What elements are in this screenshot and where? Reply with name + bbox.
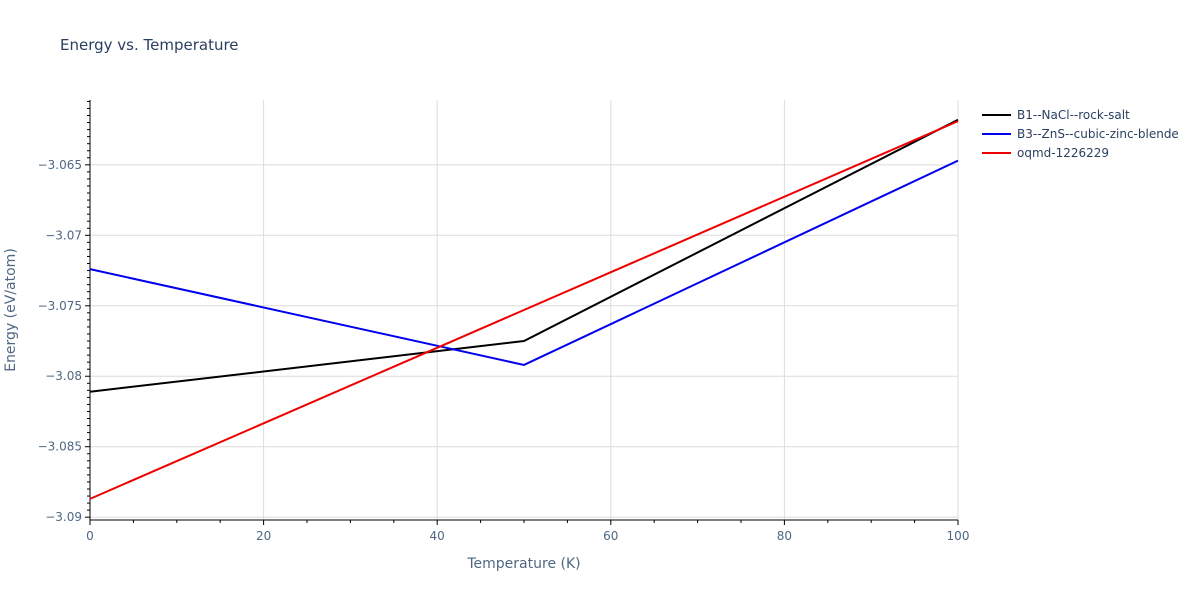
series-lines xyxy=(89,118,959,500)
series-line-2 xyxy=(89,159,959,367)
grid xyxy=(90,100,959,520)
y-tick-label: −3.075 xyxy=(38,299,82,313)
x-tick-label: 80 xyxy=(777,529,792,543)
series-line-3 xyxy=(89,120,959,500)
y-tick-label: −3.07 xyxy=(45,228,82,242)
tick-labels: 0 20 40 60 80 100 −3.09 −3.085 −3.08 −3.075 −3.07 −… xyxy=(38,158,970,543)
series-line-1 xyxy=(89,118,959,393)
y-tick-label: −3.08 xyxy=(45,369,82,383)
x-axis-title: Temperature (K) xyxy=(466,556,580,572)
x-tick-label: 40 xyxy=(430,529,445,543)
x-tick-label: 20 xyxy=(256,529,271,543)
y-tick-label: −3.085 xyxy=(38,440,82,454)
legend-label: oqmd-1226229 xyxy=(1017,146,1109,160)
chart-title: Energy vs. Temperature xyxy=(60,36,239,54)
y-tick-label: −3.065 xyxy=(38,158,82,172)
legend-label: B3--ZnS--cubic-zinc-blende xyxy=(1017,127,1179,141)
y-axis-title: Energy (eV/atom) xyxy=(3,248,19,372)
x-tick-label: 60 xyxy=(603,529,618,543)
y-tick-label: −3.09 xyxy=(45,510,82,524)
legend: B1--NaCl--rock-salt B3--ZnS--cubic-zinc-b… xyxy=(982,108,1179,160)
legend-label: B1--NaCl--rock-salt xyxy=(1017,108,1130,122)
x-tick-label: 100 xyxy=(947,529,970,543)
x-tick-label: 0 xyxy=(86,529,94,543)
axes xyxy=(85,100,959,525)
